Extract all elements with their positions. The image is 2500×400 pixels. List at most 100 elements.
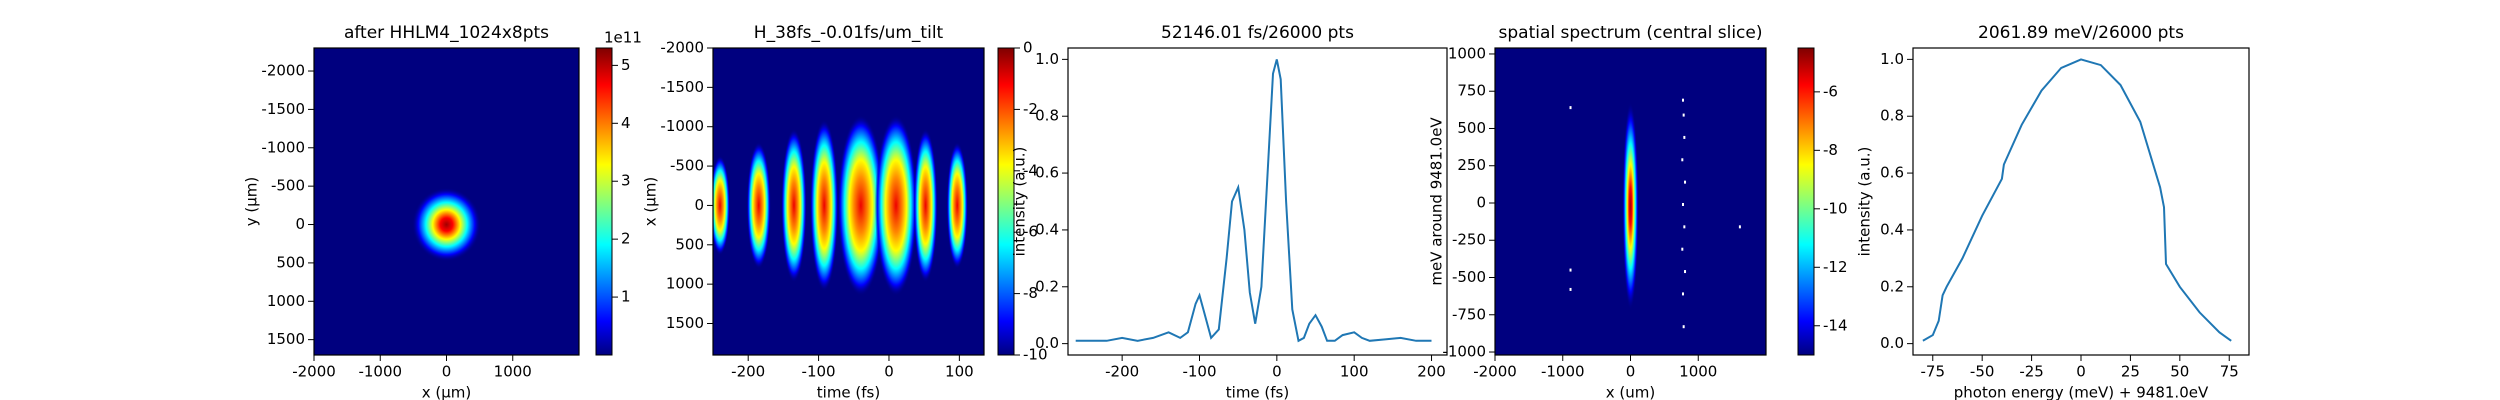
colorbar-tick-label: -2 — [1023, 100, 1038, 118]
speckle — [1681, 292, 1684, 296]
heatmap-lobe — [874, 114, 918, 296]
chart-title: after HHLM4_1024x8pts — [344, 23, 549, 43]
chart-title: spatial spectrum (central slice) — [1499, 23, 1763, 43]
y-tick-label: 0 — [295, 215, 305, 233]
y-tick-label: 0 — [1476, 193, 1486, 211]
x-tick-label: 1000 — [1679, 363, 1717, 381]
speckle — [1684, 180, 1687, 184]
colorbar-tick-label: 2 — [621, 230, 631, 248]
y-tick-label: -1500 — [660, 78, 704, 96]
plot-area — [713, 48, 984, 355]
speckle — [1738, 225, 1741, 229]
y-tick-label: -1500 — [261, 100, 305, 118]
y-tick-label: 0 — [694, 196, 704, 214]
speckle — [1681, 98, 1684, 102]
y-tick-label: -2000 — [660, 39, 704, 57]
plot-area — [1922, 58, 2232, 342]
x-tick-label: -75 — [1921, 363, 1946, 381]
heatmap-blob — [412, 187, 481, 262]
y-axis-label: meV around 9481.0eV — [1428, 117, 1446, 286]
y-tick-label: 0.0 — [1880, 334, 1904, 352]
y-tick-label: 1000 — [1448, 44, 1486, 62]
speckle — [1682, 113, 1685, 117]
plot-area — [1075, 59, 1432, 343]
plot-area — [1495, 48, 1766, 355]
panel: -200 -100 0 100 2000.00.20.40.60.81.052146.0… — [1011, 23, 1448, 400]
y-axis-label: intensity (a.u.) — [1011, 147, 1029, 257]
x-tick-label: -1000 — [1541, 363, 1585, 381]
x-tick-label: 50 — [2170, 363, 2189, 381]
x-tick-label: 0 — [1272, 363, 1282, 381]
x-tick-label: 200 — [1417, 363, 1446, 381]
y-tick-label: -1000 — [261, 138, 305, 156]
x-tick-label: -2000 — [1473, 363, 1517, 381]
x-tick-label: 0 — [1626, 363, 1636, 381]
colorbar — [997, 47, 1015, 356]
x-tick-label: 0 — [2076, 363, 2086, 381]
y-tick-label: 1.0 — [1880, 50, 1904, 68]
y-axis-label: x (μm) — [642, 177, 660, 227]
speckle — [1569, 106, 1572, 110]
y-tick-label: -500 — [271, 177, 305, 195]
heatmap-blob — [1622, 101, 1639, 311]
panel: -200 -100 0 100-2000-1500-1000-500050010001… — [642, 23, 1048, 400]
colorbar-tick-label: 4 — [621, 114, 631, 132]
y-tick-label: 0.8 — [1880, 107, 1904, 125]
chart-title: 2061.89 meV/26000 pts — [1978, 23, 2184, 43]
y-tick-label: 0.4 — [1035, 220, 1059, 238]
heatmap-lobe — [913, 128, 938, 283]
heatmap-lobe — [810, 119, 839, 292]
y-tick-label: 0.6 — [1880, 164, 1904, 182]
x-tick-label: -200 — [1105, 363, 1139, 381]
colorbar — [595, 47, 613, 356]
y-tick-label: 500 — [675, 235, 704, 253]
speckle — [1569, 268, 1572, 272]
colorbar-tick-label: -10 — [1823, 199, 1848, 217]
colorbar-tick-label: 1 — [621, 288, 631, 306]
x-tick-label: 1000 — [494, 363, 532, 381]
colorbar-tick-label: -6 — [1023, 223, 1038, 241]
y-tick-label: 0.6 — [1035, 164, 1059, 182]
heatmap-lobe — [837, 114, 885, 296]
y-axis-label: intensity (a.u.) — [1856, 147, 1874, 257]
heatmap-lobe — [781, 128, 807, 283]
x-axis-label: time (fs) — [1226, 384, 1289, 400]
speckle — [1681, 158, 1684, 162]
axes-frame — [712, 47, 985, 356]
speckle — [1682, 325, 1685, 329]
colorbar-tick-label: 3 — [621, 172, 631, 190]
speckle — [1569, 287, 1572, 291]
speckle — [1683, 135, 1686, 139]
speckle — [1683, 225, 1686, 229]
y-tick-label: 1000 — [666, 275, 704, 293]
x-tick-label: -1000 — [358, 363, 402, 381]
panel: -2000 -1000 0 1000 1000 750 500 250 0 -250 -500 -75… — [1428, 23, 1848, 400]
y-tick-label: -750 — [1452, 305, 1486, 323]
x-tick-label: 75 — [2220, 363, 2239, 381]
colorbar-tick-label: 0 — [1023, 39, 1033, 57]
colorbar-tick-label: -8 — [1023, 284, 1038, 302]
x-tick-label: -100 — [802, 363, 836, 381]
y-tick-label: 1000 — [267, 292, 305, 310]
speckle — [1681, 247, 1684, 251]
x-tick-label: -100 — [1182, 363, 1216, 381]
x-tick-label: -25 — [2019, 363, 2044, 381]
colorbar-tick-label: -4 — [1023, 161, 1038, 179]
panel: -75 -50 -25 0 25 50 75 0.0 0.2 0.4 0.6 0.8 1.0 2061.8… — [1856, 23, 2250, 400]
x-tick-label: 0 — [442, 363, 452, 381]
x-tick-label: -200 — [731, 363, 765, 381]
x-tick-label: 100 — [945, 363, 974, 381]
y-tick-label: 0.0 — [1035, 334, 1059, 352]
line — [1922, 58, 2232, 342]
y-tick-label: 0.2 — [1035, 277, 1059, 295]
colorbar-tick-label: -12 — [1823, 258, 1848, 276]
x-axis-label: x (um) — [1606, 384, 1655, 400]
colorbar-tick-label: -10 — [1023, 346, 1048, 364]
y-tick-label: 500 — [276, 253, 305, 271]
x-tick-label: -2000 — [292, 363, 336, 381]
y-axis-label: y (μm) — [243, 177, 261, 227]
chart-title: H_38fs_-0.01fs/um_tilt — [754, 23, 944, 43]
y-tick-label: 0.4 — [1880, 220, 1904, 238]
colorbar-tick-label: -8 — [1823, 141, 1838, 159]
